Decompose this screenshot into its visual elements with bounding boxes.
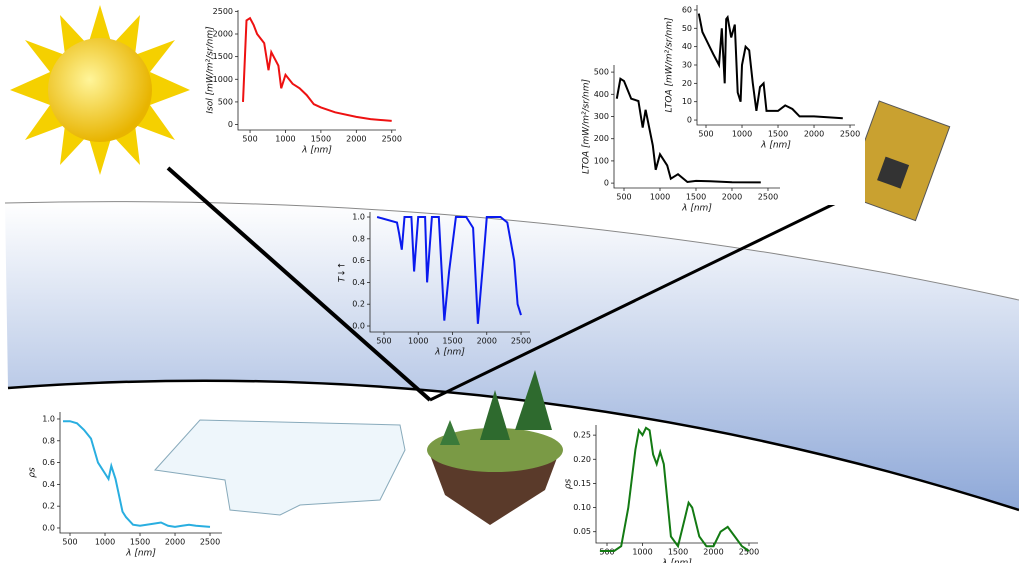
x-axis-label: λ [nm] [434, 348, 465, 358]
y-tick-label: 0.2 [42, 502, 55, 511]
y-axis-label: Isol [mW/m²/sr/nm] [206, 26, 216, 114]
y-tick-label: 0.10 [573, 503, 591, 512]
x-tick-label: 2000 [804, 130, 824, 139]
x-tick-label: 2500 [511, 337, 531, 346]
x-tick-label: 1000 [95, 538, 115, 547]
y-tick-label: 1.0 [352, 213, 365, 222]
x-tick-label: 2500 [840, 130, 860, 139]
y-tick-label: 0.8 [352, 234, 365, 243]
x-tick-label: 1500 [686, 193, 706, 202]
x-tick-label: 2000 [165, 538, 185, 547]
y-tick-label: 300 [594, 112, 609, 121]
x-tick-label: 1500 [311, 135, 331, 144]
y-tick-label: 0 [228, 120, 233, 129]
x-tick-label: 2500 [758, 193, 778, 202]
y-tick-label: 20 [682, 79, 692, 88]
x-tick-label: 2000 [477, 337, 497, 346]
y-axis-label: ρs [564, 478, 574, 489]
y-axis-label: LTOA [mW/m²/sr/nm] [582, 79, 592, 175]
x-tick-label: 1000 [650, 193, 670, 202]
x-tick-label: 1000 [732, 130, 752, 139]
y-tick-label: 2500 [213, 7, 233, 16]
ice-sheet [155, 420, 405, 515]
x-tick-label: 1500 [442, 337, 462, 346]
axes [596, 425, 758, 543]
x-tick-label: 2000 [722, 193, 742, 202]
y-tick-label: 2000 [213, 30, 233, 39]
y-tick-label: 500 [218, 97, 233, 106]
y-axis-label: ρs [28, 467, 38, 478]
y-tick-label: 0.8 [42, 436, 55, 445]
x-tick-label: 1000 [632, 548, 652, 557]
y-axis-label: T↓↑ [338, 262, 348, 283]
y-tick-label: 0.6 [42, 458, 55, 467]
y-tick-label: 0.05 [573, 527, 591, 536]
x-axis-label: λ [nm] [681, 204, 712, 214]
x-tick-label: 2500 [739, 548, 759, 557]
y-tick-label: 0.25 [573, 431, 591, 440]
y-tick-label: 0.15 [573, 479, 591, 488]
sun [10, 5, 190, 175]
x-tick-label: 1500 [668, 548, 688, 557]
plot-bg [697, 5, 855, 125]
plot-bg [238, 10, 396, 130]
x-tick-label: 500 [62, 538, 77, 547]
y-tick-label: 200 [594, 134, 609, 143]
y-tick-label: 0.4 [352, 278, 365, 287]
y-tick-label: 0.0 [352, 322, 365, 331]
x-tick-label: 2500 [382, 135, 402, 144]
y-tick-label: 1000 [213, 75, 233, 84]
y-tick-label: 0 [604, 179, 609, 188]
x-tick-label: 2500 [200, 538, 220, 547]
x-tick-label: 2000 [703, 548, 723, 557]
x-tick-label: 1500 [768, 130, 788, 139]
y-tick-label: 10 [682, 97, 692, 106]
x-tick-label: 1000 [408, 337, 428, 346]
y-tick-label: 40 [682, 42, 692, 51]
y-tick-label: 500 [594, 68, 609, 77]
diagram: 500100015002000250005001000150020002500λ… [0, 0, 1019, 563]
x-axis-label: λ [nm] [760, 141, 791, 151]
x-tick-label: 1000 [275, 135, 295, 144]
y-axis-label: LTOA [mW/m²/sr/nm] [665, 17, 675, 113]
x-tick-label: 500 [376, 337, 391, 346]
y-tick-label: 0.4 [42, 480, 55, 489]
y-tick-label: 0 [687, 116, 692, 125]
y-tick-label: 30 [682, 61, 692, 70]
y-tick-label: 1500 [213, 52, 233, 61]
y-tick-label: 1.0 [42, 414, 55, 423]
spectrum-line [600, 428, 749, 551]
x-tick-label: 2000 [346, 135, 366, 144]
x-tick-label: 500 [616, 193, 631, 202]
y-tick-label: 60 [682, 5, 692, 14]
y-tick-label: 100 [594, 156, 609, 165]
y-tick-label: 400 [594, 90, 609, 99]
x-axis-label: λ [nm] [125, 549, 156, 559]
x-tick-label: 1500 [130, 538, 150, 547]
x-axis-label: λ [nm] [301, 146, 332, 156]
y-tick-label: 0.20 [573, 455, 591, 464]
x-tick-label: 500 [698, 130, 713, 139]
x-tick-label: 500 [242, 135, 257, 144]
y-tick-label: 0.2 [352, 300, 365, 309]
y-tick-label: 0.6 [352, 256, 365, 265]
y-tick-label: 0.0 [42, 523, 55, 532]
y-tick-label: 50 [682, 24, 692, 33]
x-axis-label: λ [nm] [661, 559, 692, 564]
